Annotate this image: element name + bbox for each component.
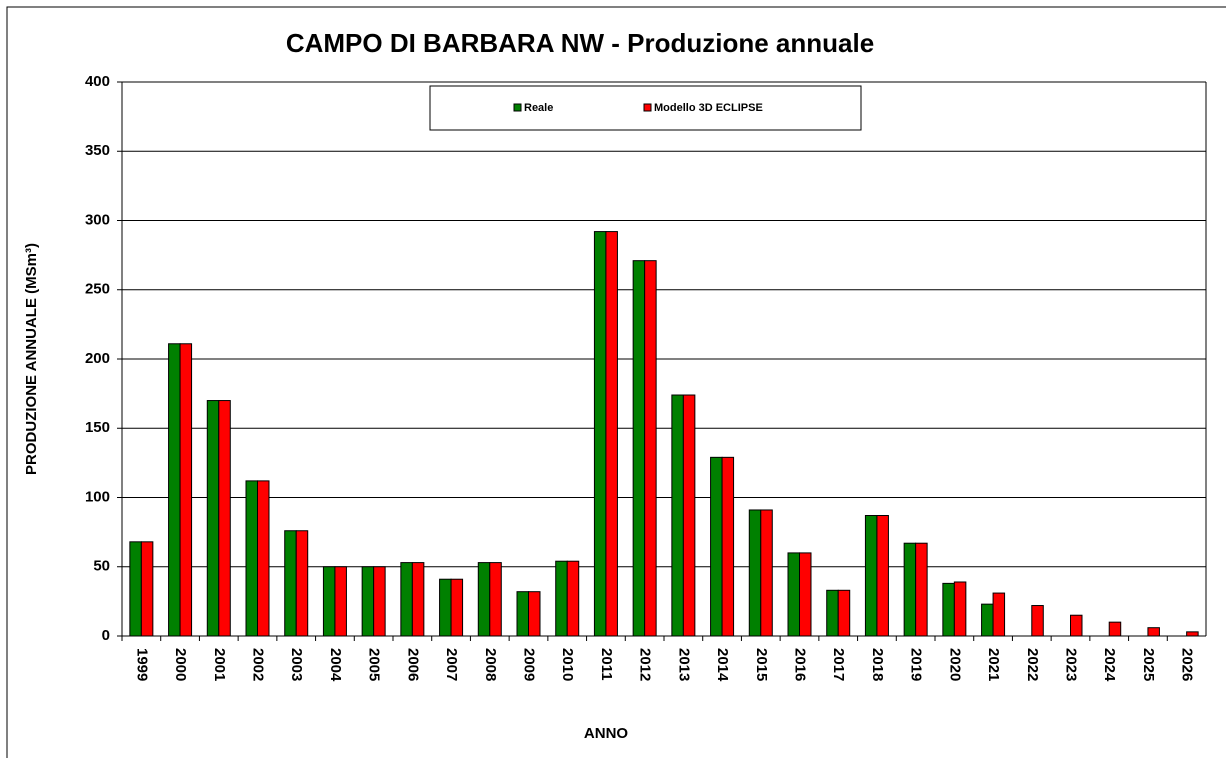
x-tick-label: 2025	[1140, 648, 1157, 681]
bar	[129, 541, 142, 637]
bar	[411, 562, 425, 637]
x-tick-label: 2010	[559, 648, 576, 681]
bar	[1147, 627, 1160, 637]
bar	[284, 530, 297, 637]
bar	[168, 343, 181, 637]
x-tick-label: 2005	[366, 648, 383, 681]
y-axis-label: PRODUZIONE ANNUALE (MSm³)	[23, 243, 40, 475]
bar	[981, 603, 994, 637]
bar	[787, 552, 800, 637]
bar	[760, 509, 773, 637]
bar	[555, 560, 568, 637]
bar	[566, 560, 580, 637]
y-tick-label: 400	[85, 73, 110, 90]
bar	[322, 566, 336, 637]
bar	[837, 589, 851, 637]
bar	[942, 582, 955, 637]
x-tick-label: 2015	[753, 648, 770, 681]
bar	[400, 562, 413, 637]
x-tick-label: 2009	[521, 648, 538, 681]
x-tick-label: 2019	[908, 648, 925, 681]
legend-swatch	[513, 103, 522, 112]
x-tick-label: 2026	[1179, 648, 1196, 681]
x-tick-label: 2016	[792, 648, 809, 681]
x-tick-label: 2012	[637, 648, 654, 681]
x-tick-label: 2006	[404, 648, 421, 681]
bar	[671, 394, 684, 637]
x-tick-label: 2014	[714, 648, 731, 682]
x-tick-label: 2013	[675, 648, 692, 681]
bar	[605, 231, 618, 637]
bar	[361, 566, 375, 637]
x-tick-label: 2024	[1101, 648, 1118, 682]
bar	[1031, 605, 1044, 637]
legend-label: Modello 3D ECLIPSE	[654, 102, 763, 114]
bar	[593, 231, 607, 637]
bar	[477, 562, 491, 637]
bar	[1070, 614, 1083, 637]
bar	[450, 578, 464, 637]
bar	[864, 515, 878, 637]
x-tick-label: 2002	[250, 648, 267, 681]
bar	[1186, 631, 1199, 637]
legend-label: Reale	[524, 102, 553, 114]
chart-border	[6, 6, 1226, 758]
bar	[915, 542, 928, 637]
bar	[710, 456, 723, 637]
x-tick-label: 2023	[1063, 648, 1080, 681]
bar	[528, 591, 541, 637]
x-tick-label: 2011	[598, 648, 615, 681]
bar	[218, 400, 231, 637]
bar	[489, 562, 502, 637]
x-tick-label: 2018	[869, 648, 886, 681]
x-axis-label: ANNO	[584, 725, 628, 742]
bar	[799, 552, 812, 637]
bar	[644, 260, 657, 637]
x-tick-label: 2004	[327, 648, 344, 682]
y-tick-label: 50	[93, 558, 110, 575]
bar	[876, 515, 889, 637]
y-tick-label: 250	[85, 281, 110, 298]
bar	[140, 541, 154, 637]
bar	[439, 578, 452, 637]
bar	[516, 591, 529, 637]
bar	[682, 394, 696, 637]
bar	[257, 480, 270, 637]
bar	[334, 566, 347, 637]
bar	[206, 400, 220, 637]
y-tick-label: 0	[102, 627, 110, 644]
bar	[632, 260, 646, 637]
bar	[295, 530, 309, 637]
y-tick-label: 100	[85, 488, 110, 505]
bar	[748, 509, 762, 637]
legend-swatch	[643, 103, 652, 112]
x-tick-label: 2001	[211, 648, 228, 681]
chart-title: CAMPO DI BARBARA NW - Produzione annuale	[286, 28, 874, 58]
x-tick-label: 1999	[133, 648, 150, 681]
bar	[903, 542, 917, 637]
bar	[245, 480, 258, 637]
bar	[373, 566, 386, 637]
bar	[179, 343, 193, 637]
x-tick-label: 2022	[1024, 648, 1041, 681]
bar	[721, 456, 735, 637]
x-tick-label: 2021	[985, 648, 1002, 681]
bar	[992, 592, 1006, 637]
bar	[953, 581, 967, 637]
x-tick-label: 2003	[288, 648, 305, 681]
x-tick-label: 2007	[443, 648, 460, 681]
y-tick-label: 350	[85, 142, 110, 159]
x-tick-label: 2000	[172, 648, 189, 681]
y-tick-label: 300	[85, 211, 110, 228]
x-tick-label: 2020	[946, 648, 963, 681]
x-tick-label: 2017	[830, 648, 847, 681]
y-tick-label: 150	[85, 419, 110, 436]
x-tick-label: 2008	[482, 648, 499, 681]
bar	[826, 589, 839, 637]
bar	[1108, 621, 1122, 637]
y-tick-label: 200	[85, 350, 110, 367]
